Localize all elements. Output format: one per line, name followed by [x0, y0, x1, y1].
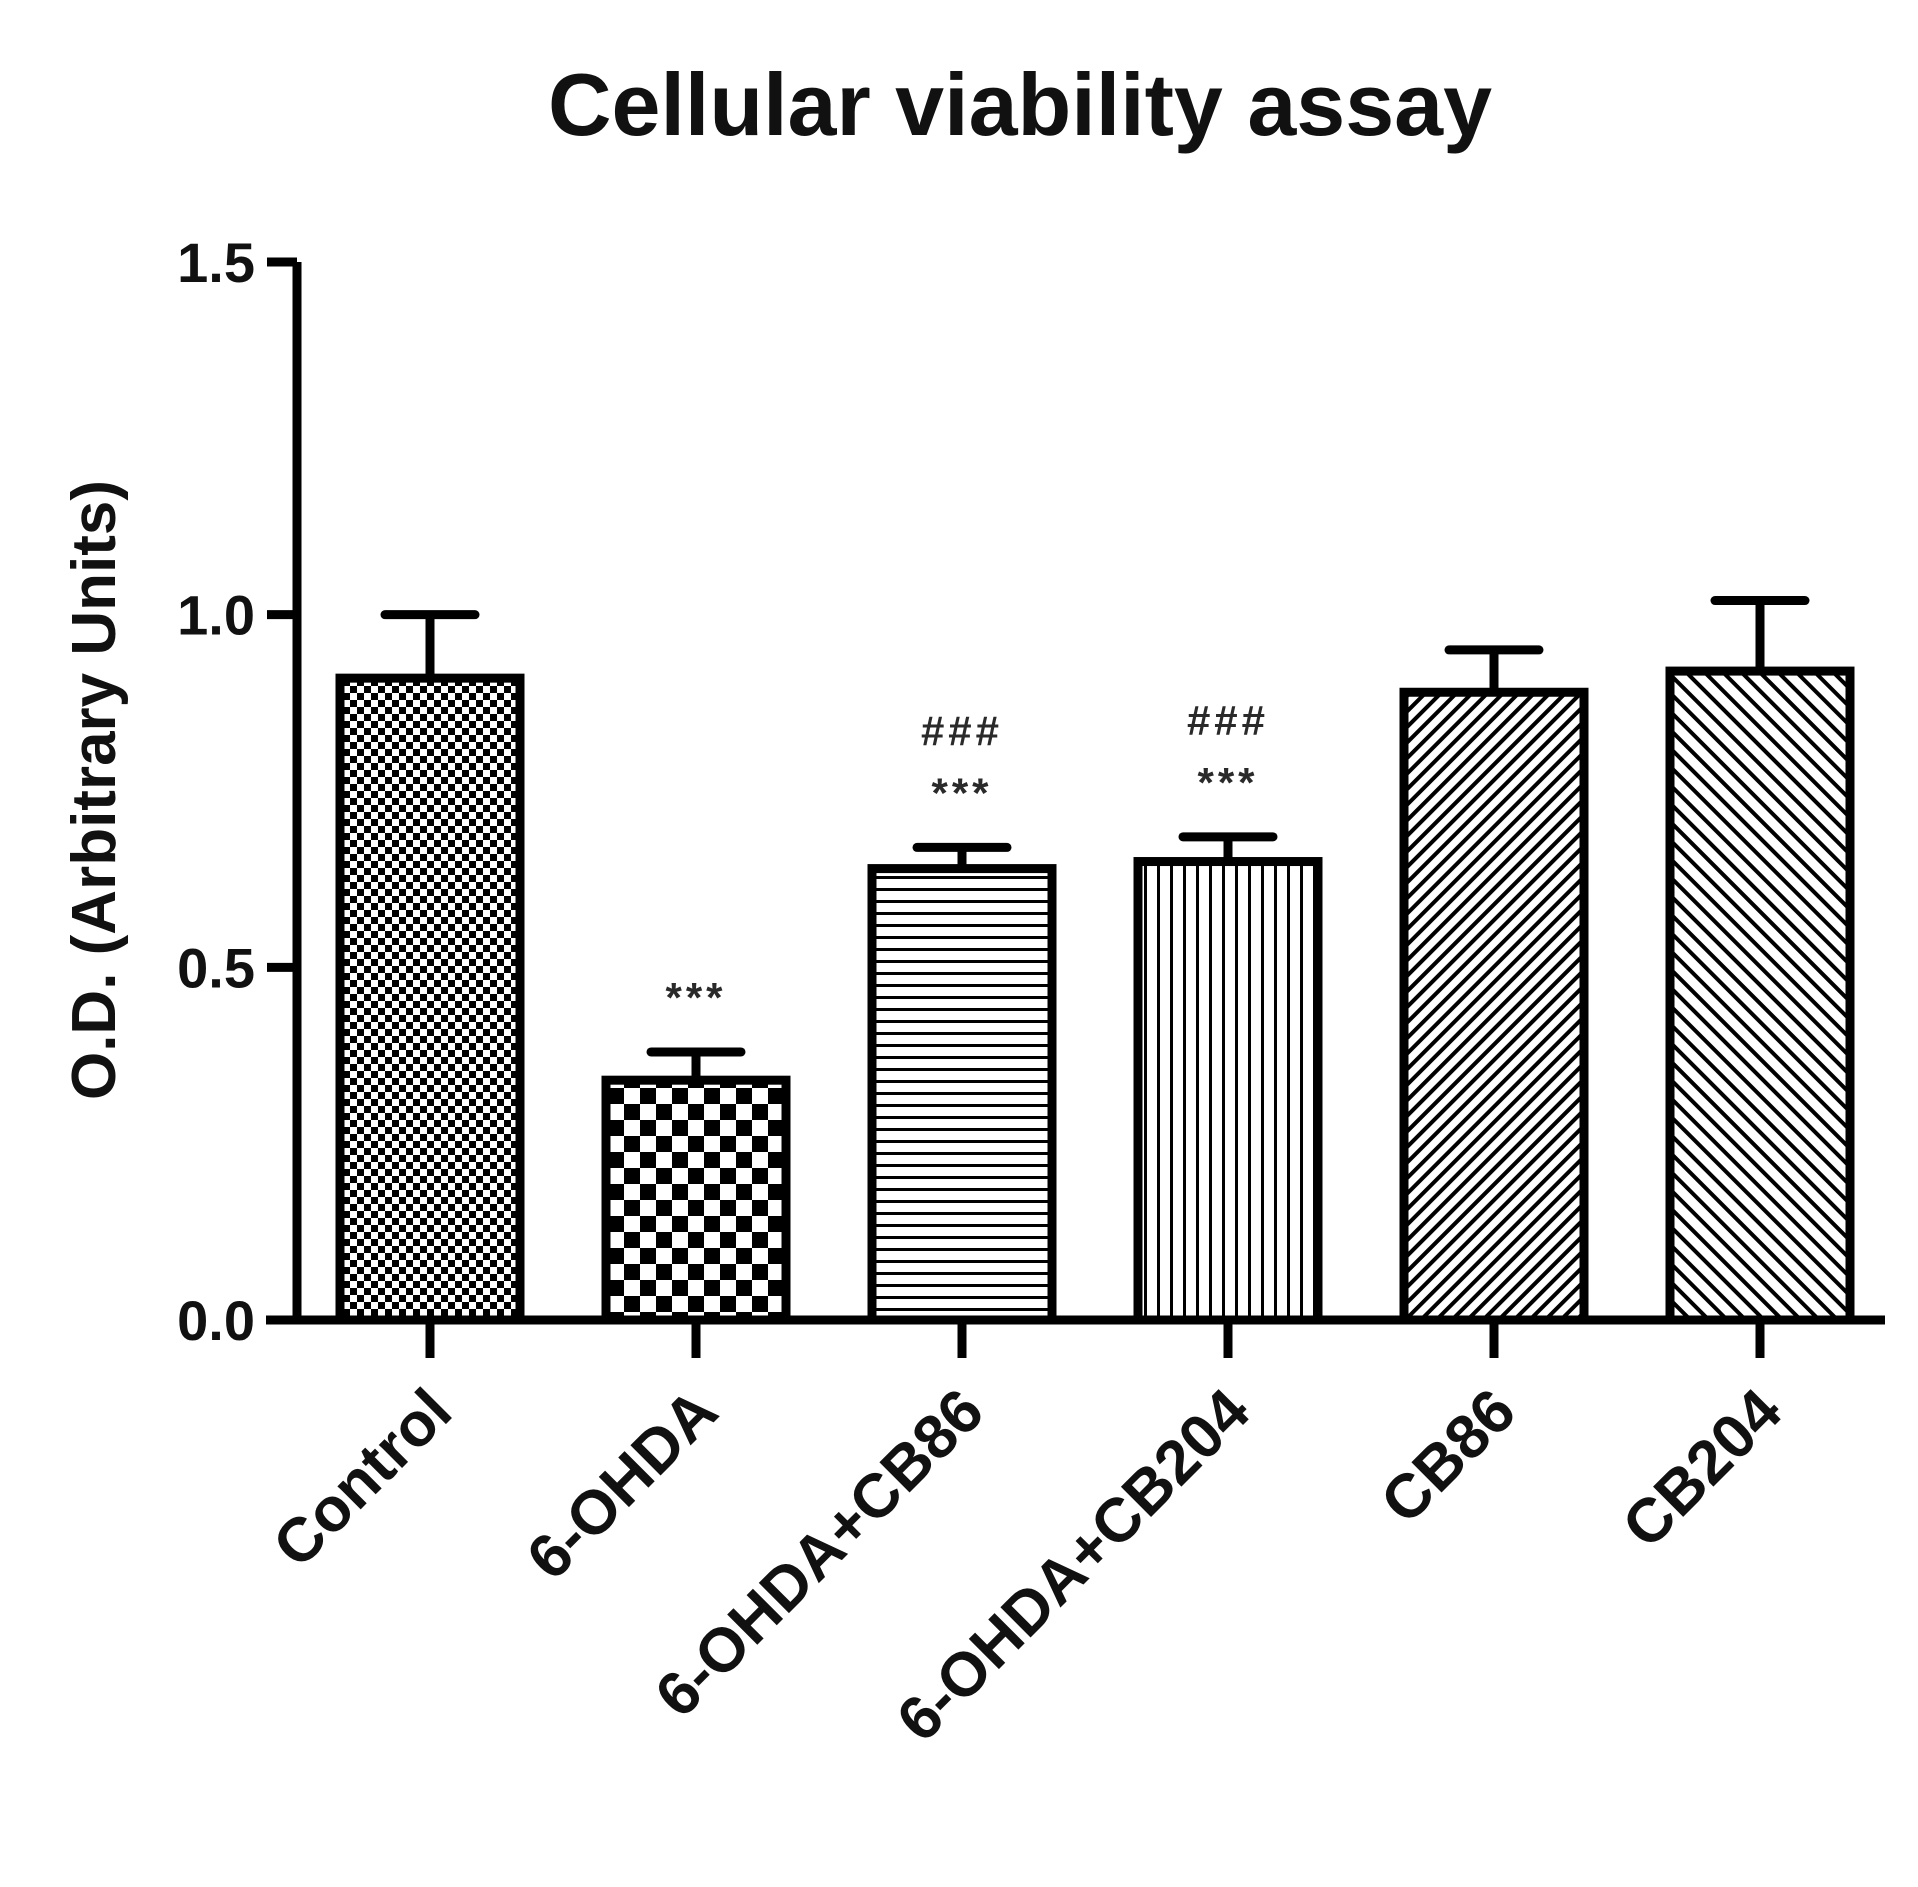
- bar-6-ohda-cb86: [867, 864, 1057, 1325]
- significance-annotations: *** ### *** ### ***: [665, 697, 1269, 1021]
- bar-cb204: [1665, 666, 1855, 1325]
- annotation-6-ohda-cb86-1: ###: [921, 707, 1003, 754]
- annotation-6-ohda-1: ***: [665, 974, 726, 1021]
- bar-control: [335, 673, 525, 1325]
- y-ticks: 0.0 0.5 1.0 1.5: [177, 231, 297, 1352]
- bar-6-ohda: [601, 1075, 791, 1325]
- x-tick-label-cb86: CB86: [1368, 1376, 1529, 1537]
- x-tick-label-6-ohda: 6-OHDA: [514, 1376, 731, 1593]
- y-tick-label: 1.0: [177, 584, 255, 647]
- annotation-6-ohda-cb86-2: ***: [931, 769, 992, 816]
- bar-cb86: [1399, 687, 1589, 1325]
- y-tick-label: 0.5: [177, 936, 255, 999]
- error-bars: [380, 596, 1810, 1081]
- y-tick-label: 1.5: [177, 231, 255, 294]
- axes: [266, 262, 1885, 1325]
- chart-title: Cellular viability assay: [548, 55, 1492, 154]
- annotation-6-ohda-cb204-1: ###: [1187, 697, 1269, 744]
- x-tick-label-control: Control: [260, 1376, 465, 1581]
- bars: [335, 666, 1855, 1325]
- y-tick-label: 0.0: [177, 1289, 255, 1352]
- bar-6-ohda-cb204: [1133, 857, 1323, 1325]
- x-tick-label-cb204: CB204: [1610, 1376, 1796, 1562]
- y-axis-label: O.D. (Arbitrary Units): [60, 480, 129, 1100]
- annotation-6-ohda-cb204-2: ***: [1197, 759, 1258, 806]
